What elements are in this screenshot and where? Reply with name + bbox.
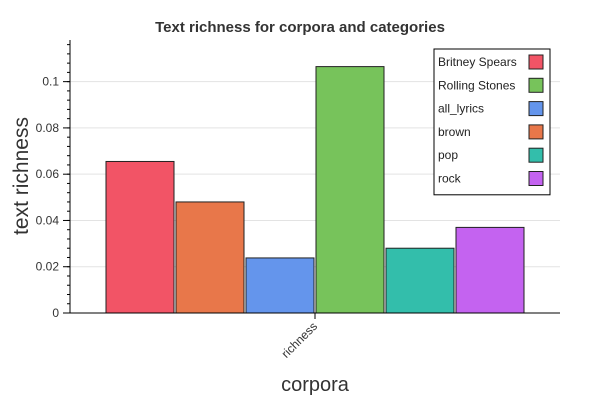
legend-label: pop xyxy=(438,148,458,162)
legend-label: rock xyxy=(438,172,462,186)
y-tick-label: 0.04 xyxy=(36,213,60,227)
bar-brown xyxy=(175,201,245,314)
y-tick-label: 0.08 xyxy=(36,121,60,135)
x-tick-label: richness xyxy=(279,319,320,360)
legend-swatch xyxy=(528,77,544,93)
y-tick-label: 0 xyxy=(52,306,59,320)
bars xyxy=(105,66,525,314)
legend-swatch xyxy=(528,54,544,70)
y-tick-label: 0.02 xyxy=(36,260,60,274)
legend: Britney Spears Rolling Stones all_lyricsbr… xyxy=(433,48,551,196)
legend-label: all_lyrics xyxy=(438,102,484,116)
legend-swatch xyxy=(528,171,544,186)
chart-title: Text richness for corpora and categories xyxy=(155,19,445,36)
legend-label: Rolling Stones xyxy=(438,78,515,92)
bar-britney-spears xyxy=(105,160,175,314)
x-axis-label: corpora xyxy=(281,374,350,396)
bar-rock xyxy=(455,226,525,314)
legend-swatch xyxy=(528,124,544,140)
y-axis-label: text richness xyxy=(10,117,33,235)
bar-all-lyrics xyxy=(245,257,315,314)
legend-swatch xyxy=(528,147,544,163)
bar-pop xyxy=(385,247,455,314)
legend-label: brown xyxy=(438,125,471,139)
legend-swatch xyxy=(528,101,544,117)
legend-box xyxy=(433,48,551,196)
y-tick-label: 0.1 xyxy=(42,75,59,89)
y-tick-label: 0.06 xyxy=(36,167,60,181)
bar-rolling-stones xyxy=(315,66,385,314)
legend-label: Britney Spears xyxy=(438,55,517,69)
